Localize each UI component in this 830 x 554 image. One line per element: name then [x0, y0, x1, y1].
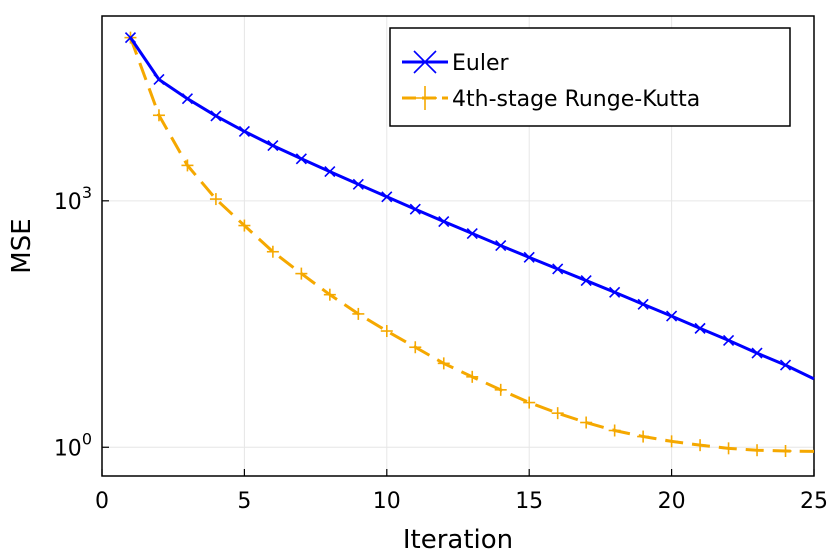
data-point: [323, 288, 336, 301]
data-point: [181, 159, 194, 172]
data-point: [608, 424, 621, 437]
legend-label-0: Euler: [452, 51, 509, 76]
data-point: [722, 334, 735, 346]
data-point: [352, 307, 365, 320]
data-point: [779, 445, 792, 458]
data-point: [238, 219, 251, 232]
data-point: [210, 110, 222, 122]
data-point: [722, 442, 735, 455]
x-tick-label: 10: [373, 489, 401, 514]
data-point: [380, 325, 393, 338]
data-point: [152, 109, 165, 122]
data-point: [409, 203, 421, 215]
data-point: [324, 166, 336, 178]
data-point: [666, 310, 678, 322]
legend: Euler 4th-stage Runge-Kutta: [389, 27, 791, 127]
data-point: [266, 245, 279, 258]
data-point: [751, 444, 764, 457]
data-point: [153, 73, 165, 86]
x-axis-label: Iteration: [403, 525, 513, 554]
y-tick-label: 103: [54, 183, 92, 215]
data-point: [295, 153, 307, 165]
data-point: [580, 416, 593, 429]
data-point: [466, 370, 479, 383]
data-point: [437, 357, 450, 370]
data-point: [665, 435, 678, 448]
data-point: [779, 359, 792, 371]
x-tick-label: 0: [95, 489, 109, 514]
data-point: [409, 341, 422, 354]
data-point: [694, 439, 707, 452]
legend-box: [389, 27, 791, 127]
data-point: [238, 125, 250, 137]
data-point: [352, 178, 364, 190]
data-point: [124, 32, 137, 44]
series-layer: [124, 31, 815, 458]
data-point: [523, 396, 536, 409]
data-point: [751, 347, 763, 359]
data-point: [381, 191, 393, 203]
data-point: [551, 407, 564, 420]
y-tick-label: 100: [54, 429, 92, 461]
data-point: [580, 274, 592, 287]
y-axis-ticks: 103 100: [54, 183, 109, 461]
x-tick-label: 25: [800, 489, 828, 514]
data-point: [609, 286, 621, 298]
data-point: [295, 267, 308, 280]
data-point: [181, 93, 194, 105]
x-tick-label: 5: [237, 489, 251, 514]
legend-marker-1: [413, 86, 437, 110]
legend-label-1: 4th-stage Runge-Kutta: [452, 87, 700, 112]
data-point: [637, 298, 649, 310]
legend-marker-0: [413, 50, 437, 74]
plot-frame: [101, 15, 815, 477]
y-axis-label: MSE: [7, 218, 37, 273]
data-point: [637, 430, 650, 443]
data-point: [523, 251, 535, 263]
data-point: [466, 227, 478, 240]
data-point: [552, 263, 564, 275]
data-point: [694, 322, 706, 334]
x-axis-ticks: 0 5 10 15 20 25: [95, 469, 828, 514]
data-point: [267, 140, 279, 152]
x-tick-label: 20: [658, 489, 686, 514]
data-point: [494, 383, 507, 396]
data-point: [209, 193, 222, 206]
data-point: [438, 215, 450, 228]
x-tick-label: 15: [515, 489, 543, 514]
data-point: [495, 240, 507, 252]
